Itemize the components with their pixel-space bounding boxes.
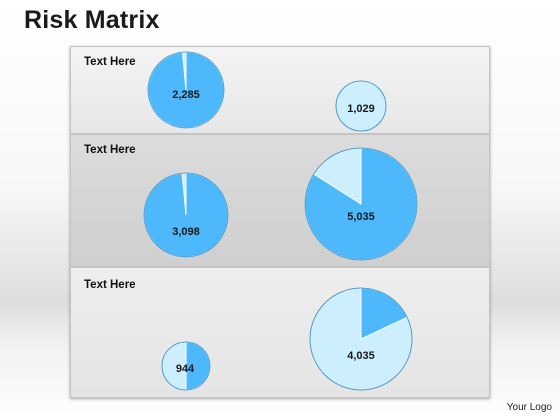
pie-outline bbox=[143, 172, 229, 258]
pie-value-label: 944 bbox=[176, 363, 195, 375]
pie-outline bbox=[309, 287, 413, 391]
page-title: Risk Matrix bbox=[24, 6, 160, 34]
pie-outline bbox=[161, 341, 211, 391]
matrix-row-3: Text Here bbox=[70, 267, 490, 398]
matrix-row-1: Text Here bbox=[70, 46, 490, 134]
pie-1: 2,285 bbox=[147, 51, 225, 129]
pie-value-label: 3,098 bbox=[172, 226, 200, 238]
row-label: Text Here bbox=[84, 279, 136, 291]
pie-outline bbox=[335, 80, 387, 132]
risk-matrix: Text Here Text Here Text Here bbox=[70, 46, 490, 398]
pie-value-label: 5,035 bbox=[347, 211, 375, 223]
pie-value-label: 1,029 bbox=[347, 103, 375, 115]
pie-outline bbox=[304, 147, 418, 261]
pie-6: 4,035 bbox=[309, 287, 413, 391]
row-label: Text Here bbox=[84, 144, 136, 156]
pie-3: 3,098 bbox=[143, 172, 229, 258]
pie-value-label: 4,035 bbox=[347, 350, 375, 362]
row-label: Text Here bbox=[84, 56, 136, 68]
pie-value-label: 2,285 bbox=[172, 89, 200, 101]
pie-outline bbox=[147, 51, 225, 129]
pie-5: 944 bbox=[161, 341, 211, 391]
logo-text: Your Logo bbox=[506, 402, 552, 413]
pie-4: 5,035 bbox=[304, 147, 418, 261]
pie-2: 1,029 bbox=[335, 80, 387, 132]
matrix-row-2: Text Here bbox=[70, 134, 490, 267]
